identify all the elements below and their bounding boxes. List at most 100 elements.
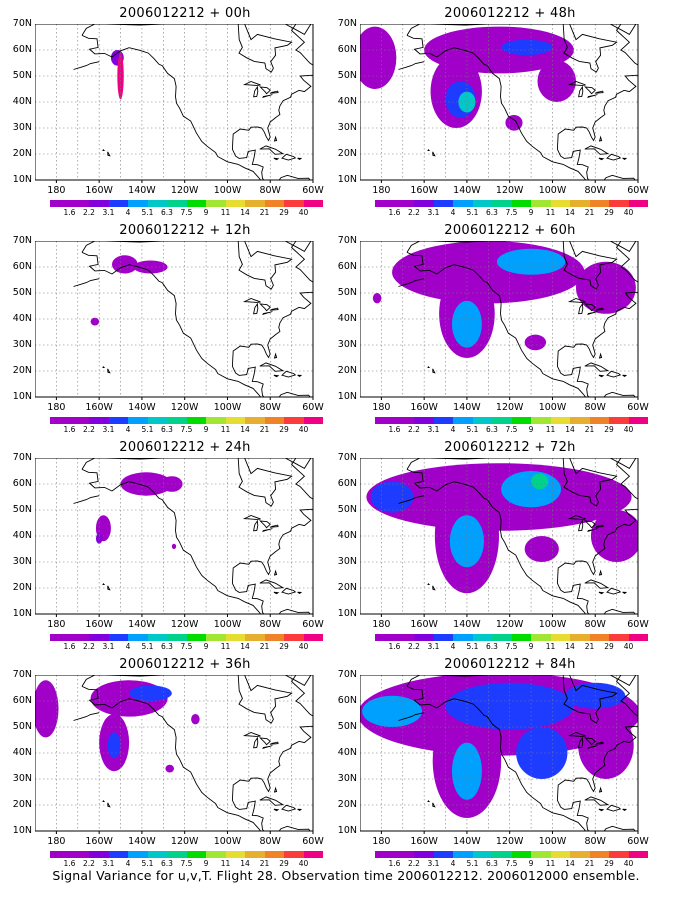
colorbar-swatch bbox=[69, 634, 89, 641]
lat-tick-label: 30N bbox=[12, 556, 32, 567]
panel-title: 2006012212 + 24h bbox=[119, 440, 251, 455]
colorbar-swatch bbox=[570, 417, 590, 424]
colorbar-swatch bbox=[453, 634, 473, 641]
colorbar-label: 9 bbox=[203, 859, 209, 868]
lat-tick-label: 40N bbox=[12, 313, 32, 324]
map-panel-24h: 2006012212 + 24h 70N 60N 50N 40N 30N 20N 10N 18… bbox=[13, 440, 335, 654]
variance-contour bbox=[191, 714, 200, 725]
panel-title: 2006012212 + 84h bbox=[444, 657, 576, 672]
colorbar-swatch bbox=[433, 851, 453, 858]
panel-title: 2006012212 + 72h bbox=[444, 440, 576, 455]
lon-tick-label: 100W bbox=[213, 836, 242, 847]
colorbar-label: 11 bbox=[545, 425, 556, 434]
colorbar: 1.6 2.2 3.1 4 5.1 6.3 7.5 9 11 14 21 29 40 bbox=[50, 634, 323, 654]
lat-tick-label: 70N bbox=[12, 235, 32, 246]
colorbar-label: 3.1 bbox=[102, 425, 115, 434]
colorbar-label: 3.1 bbox=[102, 208, 115, 217]
colorbar-swatch bbox=[609, 851, 629, 858]
colorbar-swatch bbox=[225, 417, 245, 424]
colorbar-swatch bbox=[147, 851, 167, 858]
colorbar-swatch bbox=[50, 200, 70, 207]
colorbar-swatch bbox=[303, 851, 323, 858]
colorbar-swatch bbox=[206, 851, 226, 858]
colorbar-label: 1.6 bbox=[388, 642, 401, 651]
colorbar-label: 40 bbox=[623, 208, 634, 217]
colorbar-label: 4 bbox=[450, 642, 456, 651]
colorbar-label: 14 bbox=[565, 425, 575, 434]
colorbar-swatch bbox=[511, 200, 531, 207]
colorbar-swatch bbox=[108, 851, 128, 858]
variance-contour bbox=[524, 536, 559, 562]
lon-tick-label: 60W bbox=[302, 402, 324, 413]
lat-tick-label: 60N bbox=[12, 478, 32, 489]
variance-contour bbox=[578, 711, 634, 779]
colorbar-swatch bbox=[206, 200, 226, 207]
lat-tick-label: 10N bbox=[12, 174, 32, 185]
colorbar-label: 1.6 bbox=[63, 859, 76, 868]
colorbar-label: 21 bbox=[259, 859, 270, 868]
colorbar-label: 6.3 bbox=[161, 859, 173, 868]
colorbar-swatch bbox=[433, 417, 453, 424]
colorbar-label: 9 bbox=[528, 642, 534, 651]
colorbar-label: 14 bbox=[240, 859, 250, 868]
colorbar-label: 29 bbox=[604, 859, 614, 868]
map-frame bbox=[35, 24, 314, 181]
lon-tick-label: 180 bbox=[372, 185, 391, 196]
colorbar-swatch bbox=[128, 200, 148, 207]
colorbar-label: 1.6 bbox=[388, 208, 401, 217]
variance-map bbox=[360, 241, 639, 400]
coastlines bbox=[73, 675, 313, 831]
colorbar-swatch bbox=[628, 634, 648, 641]
colorbar-label: 29 bbox=[279, 208, 289, 217]
lat-tick-label: 30N bbox=[12, 773, 32, 784]
lat-tick-label: 60N bbox=[12, 44, 32, 55]
lat-tick-label: 40N bbox=[337, 747, 357, 758]
colorbar-label: 40 bbox=[298, 642, 309, 651]
variance-contour bbox=[171, 543, 177, 549]
colorbar-swatch bbox=[50, 851, 70, 858]
colorbar-swatch bbox=[492, 200, 512, 207]
colorbar-label: 40 bbox=[623, 642, 634, 651]
lat-tick-label: 40N bbox=[337, 96, 357, 107]
colorbar-swatch bbox=[453, 851, 473, 858]
colorbar-swatch bbox=[628, 417, 648, 424]
lat-tick-label: 20N bbox=[12, 148, 32, 159]
colorbar-swatch bbox=[128, 634, 148, 641]
map-frame bbox=[35, 241, 314, 398]
colorbar-label: 6.3 bbox=[486, 642, 498, 651]
lat-tick-label: 10N bbox=[12, 608, 32, 619]
colorbar-label: 7.5 bbox=[180, 859, 193, 868]
colorbar-swatch bbox=[492, 417, 512, 424]
map-frame bbox=[360, 675, 639, 832]
lat-tick-label: 50N bbox=[337, 721, 357, 732]
colorbar-label: 3.1 bbox=[427, 642, 440, 651]
lon-tick-label: 120W bbox=[170, 836, 199, 847]
colorbar-swatch bbox=[206, 634, 226, 641]
variance-contour bbox=[362, 695, 423, 727]
colorbar-swatch bbox=[472, 200, 492, 207]
lat-tick-label: 70N bbox=[12, 18, 32, 29]
colorbar-label: 1.6 bbox=[63, 425, 76, 434]
colorbar-label: 40 bbox=[298, 208, 309, 217]
lon-tick-label: 80W bbox=[259, 402, 281, 413]
colorbar-swatch bbox=[609, 417, 629, 424]
colorbar-swatch bbox=[375, 200, 395, 207]
colorbar-label: 14 bbox=[240, 642, 250, 651]
colorbar-swatch bbox=[50, 417, 70, 424]
lon-tick-label: 80W bbox=[584, 185, 606, 196]
colorbar-swatch bbox=[245, 417, 265, 424]
colorbar-label: 3.1 bbox=[427, 425, 440, 434]
colorbar-swatch bbox=[89, 634, 109, 641]
lon-tick-label: 120W bbox=[495, 836, 524, 847]
lon-tick-label: 80W bbox=[584, 836, 606, 847]
colorbar-label: 4 bbox=[450, 425, 456, 434]
colorbar-swatch bbox=[414, 200, 434, 207]
colorbar-label: 40 bbox=[623, 425, 634, 434]
colorbar: 1.6 2.2 3.1 4 5.1 6.3 7.5 9 11 14 21 29 40 bbox=[375, 634, 648, 654]
lon-tick-label: 80W bbox=[584, 619, 606, 630]
colorbar-swatch bbox=[69, 851, 89, 858]
colorbar-swatch bbox=[511, 417, 531, 424]
colorbar-label: 9 bbox=[203, 208, 209, 217]
lon-tick-label: 100W bbox=[538, 402, 567, 413]
colorbar-label: 29 bbox=[279, 425, 289, 434]
